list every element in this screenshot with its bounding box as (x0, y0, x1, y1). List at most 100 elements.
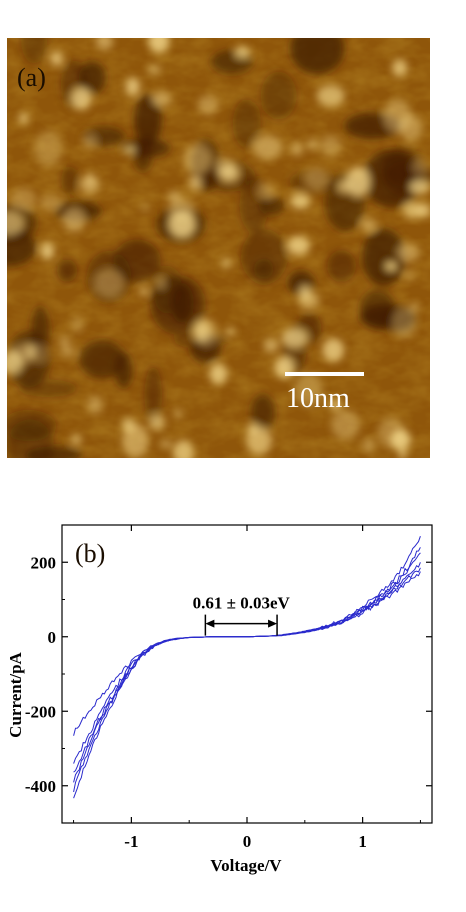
stm-bright-feature (60, 345, 76, 358)
stm-bright-feature (290, 193, 311, 210)
stm-bright-feature (71, 87, 92, 110)
stm-bright-feature (148, 38, 170, 53)
stm-dark-region (61, 166, 79, 195)
stm-dark-region (79, 340, 125, 379)
axis-ticks: -1 0 1 -400 -200 0 200 (25, 525, 432, 851)
panel-a-label: (a) (17, 63, 46, 92)
x-tick-label: 1 (358, 832, 367, 851)
stm-bright-feature (287, 235, 310, 256)
gap-annotation: 0.61 ± 0.03eV (193, 594, 291, 636)
stm-bright-feature (320, 134, 342, 157)
stm-bright-feature (290, 142, 304, 157)
stm-bright-feature (383, 99, 411, 133)
stm-bright-feature (173, 409, 183, 418)
stm-bright-feature (403, 201, 422, 219)
stm-bright-feature (404, 269, 415, 281)
stm-dark-region (241, 229, 288, 285)
stm-dark-region (258, 196, 284, 215)
iv-chart: -1 0 1 -400 -200 0 200 0.61 ± 0.03eV (b) Volta… (6, 524, 433, 875)
stm-bright-feature (148, 414, 166, 431)
stm-dark-region (170, 283, 194, 323)
y-tick-label: 200 (31, 553, 57, 572)
iv-curve-1 (73, 547, 421, 793)
stm-bright-feature (247, 422, 259, 435)
x-axis-label: Voltage/V (210, 856, 282, 875)
stm-dark-region (260, 71, 297, 120)
stm-bright-feature (329, 398, 342, 411)
stm-dark-region (7, 419, 54, 458)
stm-bright-feature (95, 38, 114, 50)
stm-dark-region (21, 38, 48, 64)
stm-bright-feature (84, 172, 96, 186)
stm-bright-feature (7, 350, 23, 375)
stm-bright-feature (167, 190, 181, 203)
stm-bright-feature (362, 438, 376, 453)
stm-bright-feature (24, 343, 37, 359)
stm-bright-feature (50, 51, 64, 66)
gap-arrowhead-right (268, 619, 278, 628)
stm-bright-feature (7, 211, 24, 236)
stm-bright-feature (70, 433, 82, 446)
stm-bright-feature (304, 167, 328, 190)
stm-bright-feature (209, 363, 228, 385)
stm-bright-feature (299, 285, 311, 301)
stm-bright-feature (139, 287, 148, 296)
stm-bright-feature (234, 45, 250, 59)
stm-bright-feature (197, 94, 219, 115)
y-tick-label: -400 (25, 777, 56, 796)
panel-b-label: (b) (75, 539, 105, 568)
stm-bright-feature (294, 372, 323, 408)
stm-bright-feature (337, 180, 352, 193)
stm-bright-feature (331, 410, 360, 440)
stm-dark-region (327, 250, 356, 283)
stm-dark-region (57, 259, 78, 282)
stm-bright-feature (172, 440, 194, 458)
stm-bright-feature (385, 261, 397, 271)
stm-image-panel: (a) 10nm (7, 38, 430, 458)
stm-bright-feature (219, 164, 239, 182)
y-tick-label: -200 (25, 702, 56, 721)
stm-bright-feature (253, 135, 283, 160)
stm-bright-feature (263, 338, 279, 353)
stm-bright-feature (63, 208, 86, 232)
y-axis-label: Current/pA (6, 651, 25, 737)
stm-bright-feature (87, 395, 103, 414)
stm-bright-feature (281, 328, 308, 348)
gap-arrowhead-left (205, 619, 215, 628)
stm-dark-region (78, 61, 106, 95)
stm-bright-feature (156, 277, 166, 290)
iv-curves (73, 536, 421, 799)
stm-bright-feature (122, 423, 149, 458)
stm-bright-feature (257, 183, 275, 200)
stm-bright-feature (409, 302, 420, 312)
stm-bright-feature (58, 336, 71, 347)
stm-bright-feature (147, 64, 161, 75)
x-tick-label: 0 (243, 832, 252, 851)
stm-bright-feature (151, 91, 172, 107)
x-tick-label: -1 (124, 832, 138, 851)
stm-bright-feature (409, 179, 430, 195)
stm-bright-feature (193, 318, 218, 347)
stm-bright-feature (398, 449, 408, 458)
stm-bright-feature (397, 243, 420, 262)
stm-bright-feature (183, 143, 212, 175)
y-tick-label: 0 (48, 628, 57, 647)
stm-bright-feature (121, 417, 135, 432)
stm-topography-image: (a) 10nm (7, 38, 430, 458)
stm-bright-feature (322, 338, 345, 362)
stm-bright-feature (221, 258, 232, 268)
stm-dark-region (144, 366, 162, 425)
stm-bright-feature (390, 429, 411, 451)
stm-bright-feature (125, 77, 140, 97)
gap-annotation-text: 0.61 ± 0.03eV (193, 594, 291, 613)
stm-bright-feature (360, 218, 377, 232)
iv-curve-4 (73, 536, 421, 799)
stm-bright-feature (140, 203, 150, 213)
stm-dark-region (250, 394, 275, 432)
scale-bar-label: 10nm (286, 383, 350, 414)
stm-dark-region (290, 38, 345, 75)
stm-bright-feature (71, 316, 84, 333)
stm-bright-feature (94, 269, 124, 297)
stm-dark-region (134, 139, 152, 172)
iv-chart-panel: -1 0 1 -400 -200 0 200 0.61 ± 0.03eV (b) Volta… (0, 515, 466, 907)
